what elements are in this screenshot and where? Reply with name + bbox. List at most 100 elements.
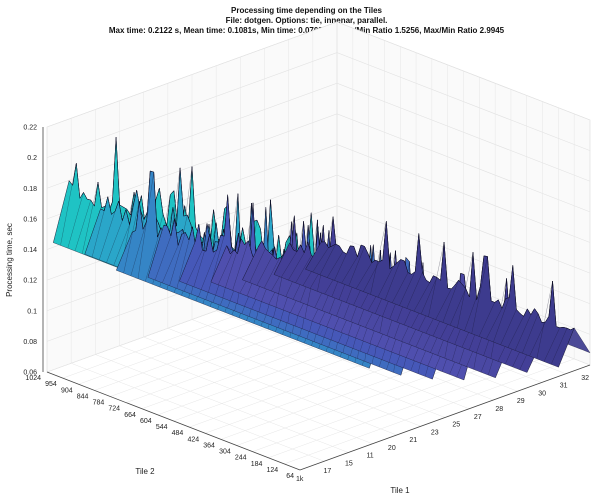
y-tick-label: 544 bbox=[156, 424, 168, 431]
y-tick-label: 904 bbox=[61, 387, 73, 394]
y-tick-label: 604 bbox=[140, 418, 152, 425]
surface-mesh-line bbox=[319, 244, 336, 275]
surface-mesh-line bbox=[154, 235, 172, 281]
surface-mesh-line bbox=[486, 308, 503, 340]
surface-crest bbox=[68, 137, 323, 280]
surface-mesh-line bbox=[106, 220, 123, 263]
surface-mesh-line bbox=[225, 238, 242, 288]
surface-mesh-line bbox=[256, 255, 273, 286]
floor-grid-line bbox=[284, 358, 575, 465]
surface-mesh-line bbox=[543, 327, 560, 362]
surface-mesh-line bbox=[370, 221, 387, 295]
x-tick-label: 20 bbox=[388, 445, 396, 452]
surface-mesh bbox=[53, 137, 591, 381]
x-tick-label: 32 bbox=[581, 375, 589, 382]
y-tick-label: 724 bbox=[108, 406, 120, 413]
x-tick-label: 25 bbox=[452, 422, 460, 429]
surface-crest bbox=[321, 221, 575, 331]
surface-mesh-line bbox=[113, 224, 130, 266]
z-tick-label: 0.1 bbox=[27, 308, 37, 315]
x-tick-label: 17 bbox=[323, 468, 331, 475]
surface-mesh-line bbox=[471, 256, 488, 334]
surface-mesh-line bbox=[249, 248, 266, 283]
surface-mesh-line bbox=[74, 200, 91, 252]
surface-mesh-line bbox=[186, 250, 203, 285]
surface-mesh-line bbox=[53, 180, 70, 243]
surface-mesh-line bbox=[193, 234, 210, 287]
surface-mesh-line bbox=[348, 246, 365, 287]
y-tick-label: 304 bbox=[219, 449, 231, 456]
x-tick-label: 15 bbox=[345, 460, 353, 467]
x-tick-label: 11 bbox=[366, 453, 373, 460]
surface-mesh-line bbox=[363, 261, 380, 292]
chart-title: Processing time depending on the Tiles bbox=[231, 6, 382, 15]
z-tick-label: 0.18 bbox=[23, 186, 37, 193]
surface-mesh-line bbox=[145, 227, 162, 282]
surface-mesh-line bbox=[130, 221, 147, 276]
surface-mesh-line bbox=[147, 225, 164, 278]
surface-mesh-line bbox=[551, 328, 568, 365]
y-tick-label: 1024 bbox=[25, 375, 41, 382]
surface-mesh-line bbox=[210, 245, 227, 283]
surface-mesh-line bbox=[377, 265, 394, 298]
surface-mesh-line bbox=[263, 257, 281, 289]
surface-mesh-line bbox=[281, 251, 298, 278]
x-tick-label: 30 bbox=[538, 390, 546, 397]
surface-mesh-line bbox=[507, 316, 524, 348]
y-tick-label: 64 bbox=[286, 473, 294, 480]
x-tick-label: 21 bbox=[409, 437, 417, 444]
surface-mesh-line bbox=[413, 282, 430, 312]
z-tick-label: 0.14 bbox=[23, 247, 37, 254]
surface-mesh-line bbox=[137, 172, 154, 279]
surface-mesh-line bbox=[355, 262, 372, 289]
surface-mesh-line bbox=[288, 252, 305, 281]
surface-mesh-line bbox=[84, 208, 101, 255]
axes: 0.06 0.08 0.1 0.12 0.14 0.16 0.18 0.2 0.22 1024 95… bbox=[5, 125, 591, 495]
y-axis-label: Tile 2 bbox=[135, 467, 155, 476]
x-axis-line bbox=[299, 364, 591, 471]
surface-mesh-line bbox=[200, 250, 217, 290]
surface-mesh-line bbox=[558, 327, 575, 368]
y-axis-line bbox=[46, 371, 301, 471]
surface-mesh-line bbox=[500, 309, 517, 345]
surface-mesh-line bbox=[162, 245, 179, 283]
surface-mesh-line bbox=[392, 272, 409, 303]
y-tick-label: 954 bbox=[45, 381, 57, 388]
surface-mesh-line bbox=[464, 286, 481, 331]
surface-mesh-line bbox=[428, 241, 445, 317]
x-tick-label: 31 bbox=[560, 383, 568, 390]
x-tick-label: 23 bbox=[431, 429, 439, 436]
chart-subtitle: File: dotgen. Options: tie, innenar, par… bbox=[225, 16, 388, 25]
y-tick-label: 484 bbox=[172, 430, 184, 437]
x-axis-label: Tile 1 bbox=[390, 486, 410, 495]
surface-mesh-line bbox=[399, 271, 416, 306]
y-tick-label: 664 bbox=[124, 412, 136, 419]
surface-mesh-line bbox=[478, 302, 495, 337]
x-tick-label: 28 bbox=[495, 406, 503, 413]
surface-mesh-line bbox=[232, 240, 249, 291]
surface-mesh-line bbox=[529, 322, 546, 357]
z-tick-label: 0.08 bbox=[23, 339, 37, 346]
y-tick-label: 244 bbox=[235, 455, 247, 462]
y-tick-label: 784 bbox=[93, 400, 105, 407]
z-tick-label: 0.12 bbox=[23, 278, 37, 285]
surface-mesh-line bbox=[295, 255, 312, 283]
y-tick-label: 184 bbox=[251, 461, 263, 468]
surface-mesh-line bbox=[242, 246, 259, 280]
z-axis-label: Processing time, sec bbox=[5, 223, 14, 297]
surface-mesh-line bbox=[435, 288, 452, 320]
x-tick-label: 1k bbox=[296, 476, 304, 483]
surface-mesh-line bbox=[420, 277, 438, 315]
surface-mesh-line bbox=[312, 247, 329, 273]
y-tick-label: 424 bbox=[187, 436, 199, 443]
surface-mesh-line bbox=[536, 280, 553, 359]
surface-mesh-line bbox=[60, 163, 77, 246]
surface-mesh-line bbox=[327, 251, 344, 278]
surface-mesh-line bbox=[384, 259, 401, 301]
surface-mesh-line bbox=[179, 241, 196, 282]
surface-mesh-line bbox=[217, 249, 235, 285]
surface-mesh-line bbox=[67, 192, 84, 249]
surface-mesh-line bbox=[449, 288, 466, 326]
surface-mesh-line bbox=[442, 280, 459, 323]
